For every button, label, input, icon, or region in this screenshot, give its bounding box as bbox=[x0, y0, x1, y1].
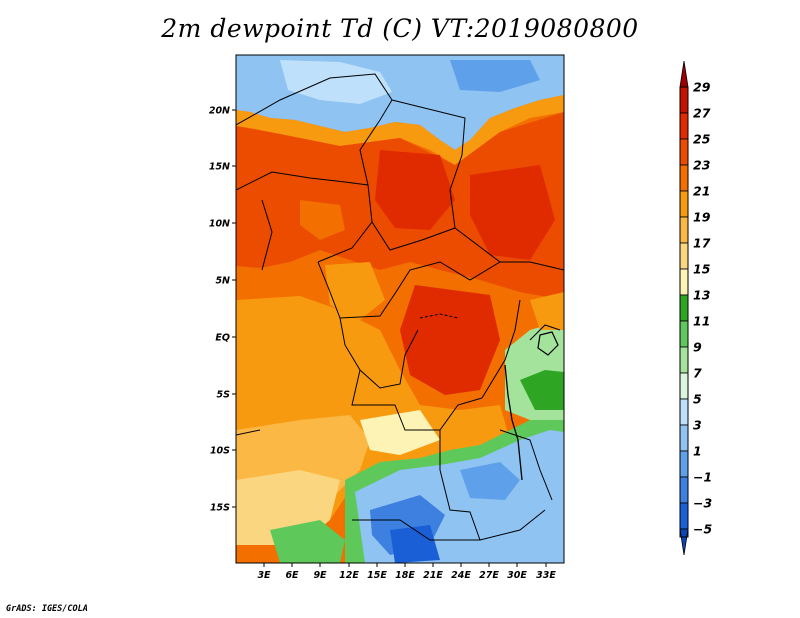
colorbar-segment bbox=[679, 112, 689, 140]
lon-label: 15E bbox=[367, 570, 387, 581]
lon-label: 24E bbox=[451, 570, 471, 581]
lon-label: 30E bbox=[507, 570, 527, 581]
colorbar-segment bbox=[679, 60, 689, 88]
lon-label: 18E bbox=[395, 570, 415, 581]
colorbar-label: 15 bbox=[693, 262, 711, 277]
colorbar-segment bbox=[679, 138, 689, 166]
colorbar-label: 17 bbox=[693, 236, 711, 251]
lon-label: 27E bbox=[479, 570, 499, 581]
colorbar-segment bbox=[679, 320, 689, 348]
colorbar-label: 7 bbox=[693, 366, 702, 381]
colorbar-segment bbox=[679, 190, 689, 218]
colorbar-label: 19 bbox=[693, 210, 711, 225]
lat-label: 10S bbox=[210, 446, 230, 457]
colorbar-segment bbox=[679, 164, 689, 192]
lon-label: 9E bbox=[313, 570, 327, 581]
country-borders bbox=[236, 73, 564, 541]
lon-label: 6E bbox=[285, 570, 299, 581]
colorbar-segment bbox=[679, 346, 689, 374]
map-frame bbox=[235, 54, 565, 564]
colorbar: 29 27 25 23 21 19 17 15 13 11 9 7 5 3 1 … bbox=[679, 60, 712, 556]
lat-label: EQ bbox=[215, 333, 230, 344]
colorbar-label: 1 bbox=[693, 444, 702, 459]
colorbar-segment bbox=[679, 242, 689, 270]
lat-label: 5N bbox=[215, 276, 230, 287]
colorbar-segment bbox=[679, 216, 689, 244]
colorbar-label: −3 bbox=[693, 496, 712, 511]
colorbar-segment bbox=[679, 476, 689, 504]
colorbar-segment bbox=[679, 502, 689, 530]
colorbar-segment bbox=[679, 86, 689, 114]
colorbar-label: 29 bbox=[693, 80, 711, 95]
colorbar-segment bbox=[679, 268, 689, 296]
colorbar-label: 27 bbox=[693, 106, 711, 121]
grads-credit: GrADS: IGES/COLA bbox=[6, 604, 88, 614]
lat-label: 15S bbox=[210, 503, 230, 514]
lon-label: 3E bbox=[257, 570, 271, 581]
lat-label: 15N bbox=[209, 162, 230, 173]
lat-label: 20N bbox=[209, 106, 230, 117]
lon-axis: 3E 6E 9E 12E 15E 18E 21E 24E 27E 30E 33E bbox=[257, 563, 556, 581]
colorbar-label: 5 bbox=[693, 392, 702, 407]
colorbar-label: 23 bbox=[693, 158, 710, 173]
colorbar-outline bbox=[679, 86, 689, 538]
colorbar-segment bbox=[679, 528, 689, 556]
colorbar-label: 9 bbox=[693, 340, 702, 355]
lat-label: 5S bbox=[217, 390, 231, 401]
dewpoint-field bbox=[236, 55, 564, 563]
map-title: 2m dewpoint Td (C) VT:2019080800 bbox=[161, 14, 639, 43]
lat-axis: 20N 15N 10N 5N EQ 5S 10S 15S bbox=[209, 106, 236, 514]
colorbar-label: −5 bbox=[693, 522, 712, 537]
colorbar-label: 3 bbox=[693, 418, 702, 433]
lon-label: 21E bbox=[423, 570, 443, 581]
colorbar-label: −1 bbox=[693, 470, 712, 485]
colorbar-segment bbox=[679, 450, 689, 478]
colorbar-segment bbox=[679, 372, 689, 400]
colorbar-label: 11 bbox=[693, 314, 710, 329]
colorbar-label: 13 bbox=[693, 288, 710, 303]
lat-label: 10N bbox=[209, 219, 230, 230]
colorbar-segment bbox=[679, 398, 689, 426]
colorbar-label: 25 bbox=[693, 132, 711, 147]
colorbar-segment bbox=[679, 424, 689, 452]
lon-label: 12E bbox=[339, 570, 359, 581]
colorbar-segment bbox=[679, 294, 689, 322]
colorbar-label: 21 bbox=[693, 184, 710, 199]
lon-label: 33E bbox=[536, 570, 556, 581]
